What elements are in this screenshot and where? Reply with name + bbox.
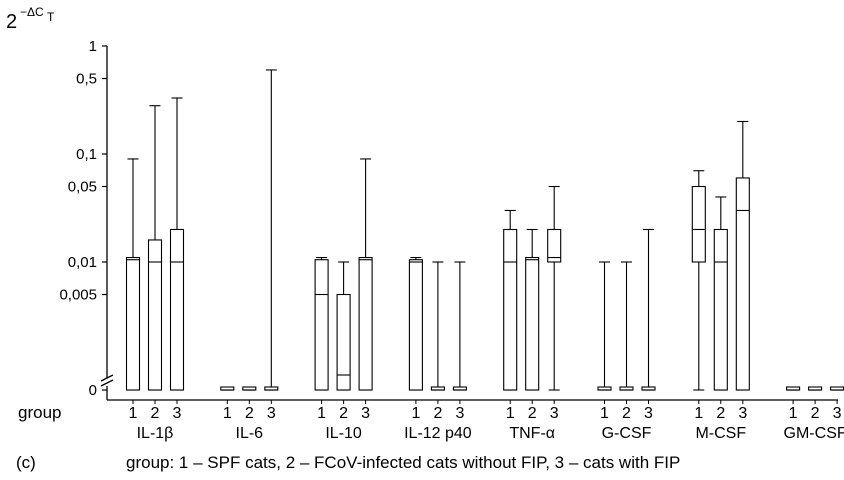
box bbox=[358, 256, 373, 391]
y-tick-label: 0,1 bbox=[76, 146, 97, 163]
box bbox=[408, 259, 423, 391]
group-number: 3 bbox=[173, 405, 182, 422]
group-number: 1 bbox=[506, 405, 515, 422]
box bbox=[713, 228, 728, 391]
group-number: 3 bbox=[644, 405, 653, 422]
box bbox=[547, 228, 562, 263]
group-number: 1 bbox=[129, 405, 138, 422]
category-label: G-CSF bbox=[602, 425, 652, 442]
box bbox=[125, 256, 141, 391]
group-number: 1 bbox=[789, 405, 798, 422]
y-tick-label: 0,01 bbox=[68, 254, 97, 271]
y-tick-label: 0,05 bbox=[68, 179, 97, 196]
group-number: 3 bbox=[455, 405, 464, 422]
group-number: 3 bbox=[361, 405, 370, 422]
svg-text:2: 2 bbox=[6, 11, 17, 33]
group-number: 2 bbox=[716, 405, 725, 422]
box bbox=[503, 228, 518, 391]
group-number: 1 bbox=[600, 405, 609, 422]
group-axis-label: group bbox=[18, 403, 61, 422]
group-number: 3 bbox=[267, 405, 276, 422]
box bbox=[169, 228, 185, 391]
category-label: M-CSF bbox=[695, 425, 746, 442]
category-label: IL-12 p40 bbox=[404, 425, 472, 442]
group-number: 1 bbox=[694, 405, 703, 422]
box bbox=[314, 259, 329, 391]
group-number: 2 bbox=[528, 405, 537, 422]
y-tick-label: 1 bbox=[89, 38, 97, 55]
box bbox=[147, 239, 163, 391]
panel-label: (c) bbox=[16, 453, 36, 472]
group-number: 2 bbox=[245, 405, 254, 422]
footnote: group: 1 – SPF cats, 2 – FCoV-infected c… bbox=[126, 453, 680, 472]
category-label: IL-10 bbox=[325, 425, 362, 442]
group-number: 2 bbox=[622, 405, 631, 422]
group-number: 3 bbox=[738, 405, 747, 422]
group-number: 2 bbox=[433, 405, 442, 422]
y-tick-label: 0,5 bbox=[76, 71, 97, 88]
category-label: IL-6 bbox=[236, 425, 264, 442]
group-number: 1 bbox=[411, 405, 420, 422]
group-number: 3 bbox=[550, 405, 559, 422]
group-number: 2 bbox=[151, 405, 160, 422]
box bbox=[336, 293, 351, 391]
y-axis-title: 2 −ΔC T bbox=[6, 5, 55, 33]
group-number: 2 bbox=[339, 405, 348, 422]
category-label: GM-CSF bbox=[784, 425, 844, 442]
axis-break-mark bbox=[100, 374, 114, 387]
group-number: 1 bbox=[317, 405, 326, 422]
category-label: IL-1β bbox=[137, 425, 174, 442]
box bbox=[735, 177, 750, 391]
y-tick-label: 0 bbox=[89, 382, 97, 399]
group-number: 2 bbox=[811, 405, 820, 422]
svg-text:T: T bbox=[47, 10, 55, 24]
box bbox=[691, 185, 706, 263]
y-tick-label: 0,005 bbox=[59, 287, 97, 304]
svg-text:−ΔC: −ΔC bbox=[20, 5, 44, 19]
category-label: TNF-α bbox=[509, 425, 555, 442]
group-number: 3 bbox=[833, 405, 842, 422]
box bbox=[525, 256, 540, 391]
group-number: 1 bbox=[223, 405, 232, 422]
